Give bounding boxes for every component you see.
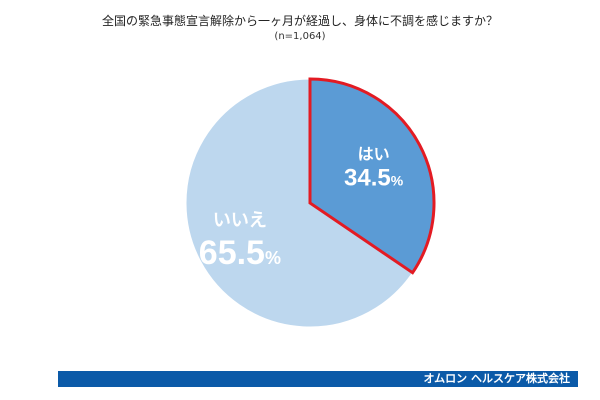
chart-title: 全国の緊急事態宣言解除から一ヶ月が経過し、身体に不調を感じますか？ [101,14,498,28]
slice-value-unit-yes: % [391,172,404,188]
slice-value-number-yes: 34.5 [344,164,391,191]
pie-slice-yes [308,77,436,275]
slice-value-unit-no: % [265,248,281,268]
footer-company: オムロン ヘルスケア株式会社 [423,372,571,385]
chart-subtitle: (n=1,064) [274,31,326,42]
slice-label-no: いいえ [213,210,267,231]
pie-slice-no [185,78,414,328]
slice-value-yes: 34.5% [344,164,404,191]
footer-bar: オムロン ヘルスケア株式会社 [58,371,578,387]
slice-value-no: 65.5% [199,234,281,272]
slice-value-number-no: 65.5 [199,234,265,272]
slice-label-yes: はい [358,144,390,163]
